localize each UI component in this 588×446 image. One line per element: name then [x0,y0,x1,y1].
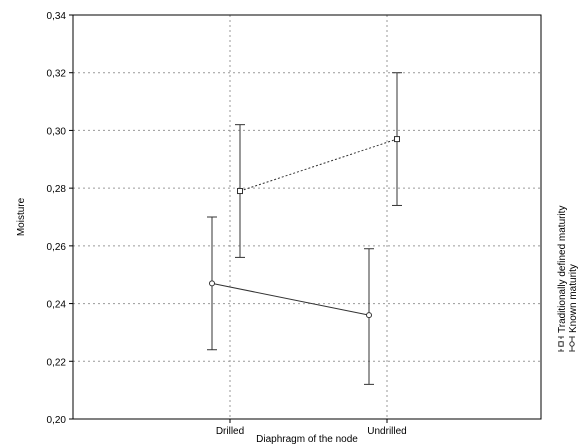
data-point [366,312,372,319]
series-known-maturity [207,216,374,385]
x-tick-label: Undrilled [367,426,406,437]
grid [73,15,541,419]
y-tick-label: 0,34 [47,11,67,22]
x-axis-label: Diaphragm of the node [256,434,358,445]
x-axis: Drilled Undrilled [216,419,407,437]
y-tick-label: 0,26 [47,242,67,253]
y-tick-label: 0,30 [47,126,67,137]
series-line [239,138,398,192]
data-point [209,280,215,287]
y-axis-label: Moisture [16,197,27,236]
legend-item: Traditionally defined maturity [557,206,568,352]
legend-symbol-marker [558,341,564,347]
y-tick-label: 0,32 [47,69,67,80]
series-line [211,282,370,316]
y-tick-label: 0,28 [47,184,67,195]
legend-symbol-marker [569,341,575,347]
series-layer [207,72,402,385]
y-tick-label: 0,22 [47,357,67,368]
plot-frame [72,14,542,420]
y-tick-label: 0,20 [47,415,67,426]
x-tick-label: Drilled [216,426,244,437]
data-point [394,136,400,143]
legend-label: Known maturity [568,264,579,333]
data-point [237,188,243,195]
series-traditionally-defined-maturity [235,72,402,258]
y-axis: 0,20 0,22 0,24 0,26 0,28 0,30 0,32 0,34 [47,11,73,426]
legend-item: Known maturity [568,264,579,352]
y-tick-label: 0,24 [47,300,67,311]
legend-label: Traditionally defined maturity [557,206,568,333]
